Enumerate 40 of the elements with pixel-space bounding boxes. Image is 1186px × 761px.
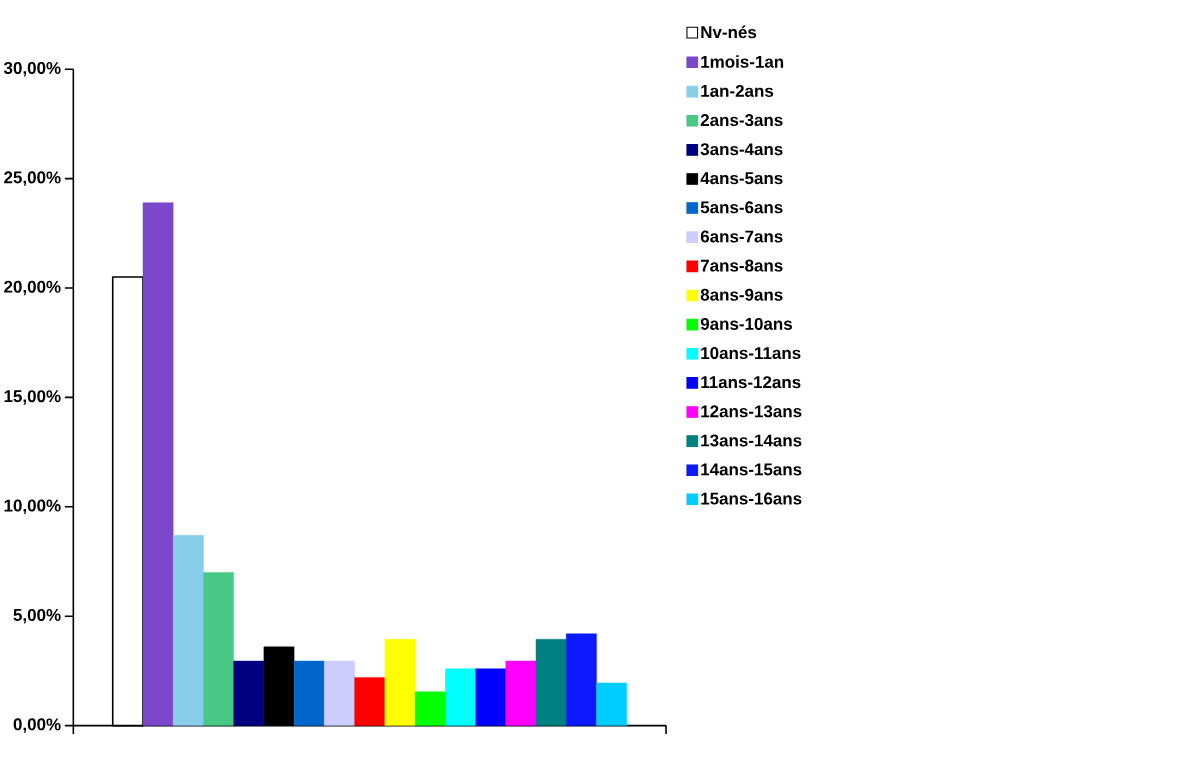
bar: [475, 668, 506, 726]
legend-label: 1an-2ans: [701, 85, 774, 98]
y-tick-label: 15,00%: [4, 390, 61, 405]
bar: [505, 661, 537, 726]
legend-label: 7ans-8ans: [700, 259, 783, 272]
legend-label: 5ans-6ans: [700, 201, 783, 214]
legend-label: 14ans-15ans: [701, 463, 802, 476]
bar: [445, 668, 476, 726]
legend-label: 3ans-4ans: [700, 143, 783, 156]
bar: [384, 639, 416, 726]
legend-label: 2ans-3ans: [700, 114, 783, 127]
legend-label: 11ans-12ans: [701, 376, 801, 389]
bar: [142, 202, 174, 726]
bar: [233, 661, 265, 726]
y-tick-label: 30,00%: [3, 62, 61, 77]
y-tick-label: 25,00%: [4, 171, 61, 187]
legend-label: 12ans-13ans: [701, 405, 802, 418]
bar: [596, 682, 627, 726]
legend-label: 9ans-10ans: [700, 318, 792, 331]
bar: [324, 661, 355, 726]
legend-label: 4ans-5ans: [700, 172, 783, 185]
y-tick-label: 10,00%: [4, 499, 61, 515]
bar: [566, 633, 597, 726]
legend-label: 8ans-9ans: [700, 288, 783, 301]
legend-label: 15ans-16ans: [701, 492, 802, 505]
bar: [535, 639, 567, 726]
bar: [203, 572, 234, 726]
legend-label: 6ans-7ans: [700, 230, 783, 243]
y-tick-label: 20,00%: [4, 280, 61, 296]
bar: [414, 691, 446, 726]
bar: [293, 661, 325, 726]
legend-label: 13ans-14ans: [701, 434, 802, 447]
bar: [263, 646, 295, 726]
y-tick-label: 5,00%: [13, 609, 61, 624]
y-tick-label: 0,00%: [13, 718, 61, 734]
legend-label: Nv-nés: [701, 25, 757, 39]
legend-label: 10ans-11ans: [701, 347, 801, 360]
bar: [172, 535, 204, 726]
bar: [354, 677, 386, 726]
legend-label: 1mois-1an: [701, 55, 784, 68]
